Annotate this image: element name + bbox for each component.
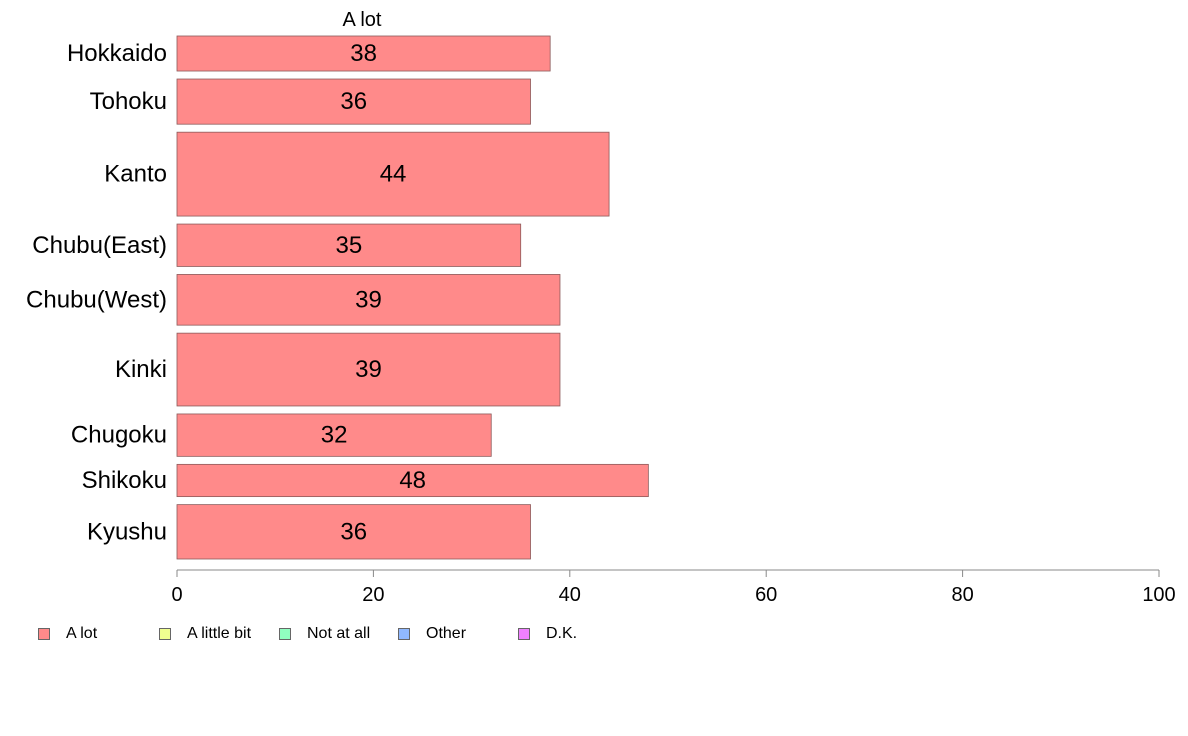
data-label-a-lot-hokkaido: 38 <box>350 40 377 67</box>
bar-row-kyushu: Kyushu 36 <box>87 504 531 560</box>
legend-swatch-dk <box>518 628 530 640</box>
bar-row-chugoku: Chugoku 32 <box>71 413 492 457</box>
legend-item-not-at-all: Not at all <box>279 624 370 644</box>
data-label-a-lot-kyushu: 36 <box>340 518 367 545</box>
bar-a-lot-chubu-east <box>176 223 522 267</box>
category-label-kyushu: Kyushu <box>87 518 167 545</box>
bar-row-kanto: Kanto 44 <box>104 131 610 217</box>
bar-a-lot-hokkaido <box>176 35 551 72</box>
category-label-tohoku: Tohoku <box>90 88 167 115</box>
bar-a-lot-kanto <box>176 131 610 217</box>
category-label-chubu-west: Chubu(West) <box>26 286 167 313</box>
x-tick-label-0: 0 <box>171 584 182 606</box>
chart-title: A lot <box>343 9 382 31</box>
category-label-chubu-east: Chubu(East) <box>32 232 167 259</box>
x-tick-label-60: 60 <box>755 584 777 606</box>
data-label-a-lot-kanto: 44 <box>380 161 407 188</box>
bar-a-lot-shikoku <box>176 463 649 498</box>
bar-row-kinki: Kinki 39 <box>115 332 561 407</box>
legend-swatch-other <box>398 628 410 640</box>
data-label-a-lot-kinki: 39 <box>355 356 382 383</box>
x-axis: 0 20 40 60 80 100 <box>171 569 1176 606</box>
legend-label-other: Other <box>426 625 467 642</box>
data-label-a-lot-chugoku: 32 <box>321 422 348 449</box>
legend-item-a-little-bit: A little bit <box>159 624 251 644</box>
legend-swatch-a-lot <box>38 628 50 640</box>
bar-row-shikoku: Shikoku 48 <box>82 463 649 498</box>
legend-label-a-little-bit: A little bit <box>187 625 252 642</box>
data-label-a-lot-chubu-west: 39 <box>355 286 382 313</box>
data-label-a-lot-shikoku: 48 <box>399 467 426 494</box>
legend-item-dk: D.K. <box>518 624 577 644</box>
legend-label-dk: D.K. <box>546 625 578 642</box>
x-tick-label-100: 100 <box>1142 584 1175 606</box>
category-label-hokkaido: Hokkaido <box>67 40 167 67</box>
data-label-a-lot-tohoku: 36 <box>340 88 367 115</box>
data-label-a-lot-chubu-east: 35 <box>335 232 362 259</box>
x-tick-label-40: 40 <box>559 584 581 606</box>
bar-a-lot-chubu-west <box>176 274 561 326</box>
legend-swatch-a-little-bit <box>159 628 171 640</box>
legend-label-not-at-all: Not at all <box>307 625 371 642</box>
x-tick-label-80: 80 <box>951 584 973 606</box>
legend-item-a-lot: A lot <box>38 624 97 644</box>
legend-label-a-lot: A lot <box>66 625 98 642</box>
bar-row-chubu-east: Chubu(East) 35 <box>32 223 522 267</box>
bar-row-chubu-west: Chubu(West) 39 <box>26 274 561 326</box>
bar-a-lot-tohoku <box>176 78 531 125</box>
bar-row-hokkaido: Hokkaido 38 <box>67 35 551 72</box>
x-tick-label-20: 20 <box>362 584 384 606</box>
category-label-kanto: Kanto <box>104 161 167 188</box>
category-label-shikoku: Shikoku <box>82 467 167 494</box>
bar-a-lot-kyushu <box>176 504 531 560</box>
bar-a-lot-kinki <box>176 332 561 407</box>
legend-item-other: Other <box>398 624 466 644</box>
legend-swatch-not-at-all <box>279 628 291 640</box>
bar-row-tohoku: Tohoku 36 <box>90 78 531 125</box>
category-label-chugoku: Chugoku <box>71 422 167 449</box>
bar-a-lot-chugoku <box>176 413 492 457</box>
category-label-kinki: Kinki <box>115 356 167 383</box>
